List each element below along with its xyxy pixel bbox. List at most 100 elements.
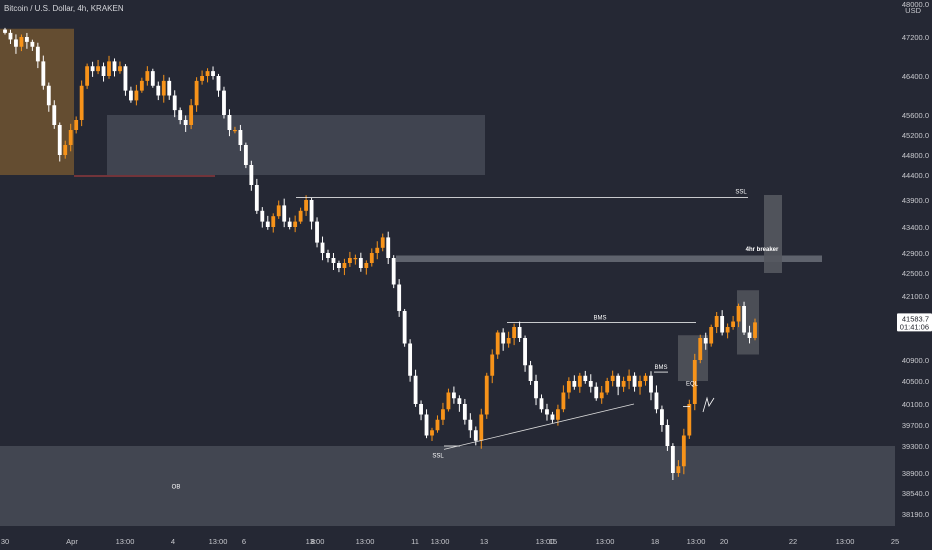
candle-body: [52, 105, 57, 125]
candle-body: [468, 419, 473, 431]
candle-body: [380, 237, 385, 248]
candle: [687, 399, 692, 439]
price-tick-label: 45600.0: [902, 111, 929, 120]
candle-body: [156, 85, 161, 96]
last-price-value: 41583.7: [902, 314, 929, 323]
time-tick-label: 13:00: [116, 537, 135, 546]
candle: [287, 217, 292, 230]
candle: [238, 124, 243, 151]
candle-body: [254, 185, 259, 211]
candle: [14, 34, 18, 54]
price-scale-bg[interactable]: [895, 0, 932, 550]
candle-body: [545, 409, 549, 415]
candle: [145, 66, 150, 86]
candle: [243, 142, 248, 169]
candle-body: [243, 145, 248, 165]
candle-body: [681, 435, 686, 467]
candle: [660, 405, 664, 432]
candle: [254, 178, 259, 214]
candle-body: [35, 46, 40, 62]
candle-body: [583, 375, 588, 381]
currency-label: USD: [905, 6, 921, 15]
candle: [161, 74, 166, 103]
candle-body: [337, 263, 341, 268]
candle-body: [725, 327, 730, 333]
candle-body: [649, 375, 653, 393]
candle-body: [556, 409, 560, 420]
price-tick-label: 38540.0: [902, 489, 929, 498]
candle: [107, 55, 111, 79]
candle-body: [473, 430, 478, 441]
time-tick-label: 13:00: [687, 537, 706, 546]
candle-body: [287, 221, 292, 227]
candle-body: [304, 200, 309, 211]
candle: [68, 123, 73, 152]
candle: [424, 409, 429, 439]
candle: [512, 323, 517, 346]
candle-body: [14, 39, 18, 47]
candle: [35, 42, 40, 69]
candle: [517, 321, 522, 342]
candle: [205, 68, 210, 83]
candle: [96, 59, 100, 75]
candle-body: [479, 414, 484, 441]
candle-body: [484, 375, 489, 415]
candle: [703, 332, 708, 350]
time-tick-label: 13:00: [536, 537, 555, 546]
candle-body: [200, 76, 204, 81]
candle-body: [309, 200, 314, 222]
candle: [413, 369, 418, 407]
candle: [528, 360, 533, 385]
candle-body: [413, 375, 418, 404]
candle: [681, 428, 686, 475]
candle: [720, 310, 725, 336]
price-tick-label: 43900.0: [902, 196, 929, 205]
candle-body: [451, 392, 456, 399]
candle-body: [594, 386, 599, 399]
candle: [271, 213, 276, 233]
candle-body: [118, 66, 122, 72]
candle: [342, 258, 347, 276]
candle-body: [490, 354, 495, 376]
candle: [402, 308, 407, 347]
bms-label-2: BMS: [654, 365, 667, 371]
candle-body: [736, 306, 741, 322]
candle-body: [424, 414, 429, 436]
candle: [435, 415, 440, 433]
candle-body: [134, 90, 139, 101]
candle-body: [150, 71, 155, 86]
candle: [468, 413, 473, 438]
candle: [550, 411, 555, 423]
candle-body: [238, 130, 243, 145]
candle: [605, 377, 610, 395]
time-tick-label: 13:00: [596, 537, 615, 546]
candle-body: [74, 120, 79, 130]
candle-body: [632, 375, 637, 387]
time-tick-label: 13:00: [431, 537, 450, 546]
candle-body: [298, 210, 303, 222]
candle: [227, 109, 232, 137]
price-tick-label: 40100.0: [902, 400, 929, 409]
candle: [249, 160, 254, 191]
candle-body: [588, 381, 593, 387]
candle: [714, 312, 719, 334]
candles-layer: [3, 27, 757, 480]
candle: [309, 197, 314, 230]
candle: [233, 126, 237, 134]
candle: [353, 254, 358, 265]
time-tick-label: 22: [789, 537, 797, 546]
candle-body: [753, 322, 757, 338]
candle: [627, 369, 632, 390]
candle: [150, 68, 155, 88]
candle-body: [566, 381, 571, 393]
candle: [172, 90, 177, 118]
candle-body: [161, 80, 166, 96]
candle-body: [46, 85, 51, 106]
time-axis-bg[interactable]: [0, 533, 932, 550]
price-tick-label: 39700.0: [902, 421, 929, 430]
candle-body: [233, 130, 237, 132]
candle: [326, 249, 330, 263]
candle: [736, 303, 741, 328]
candle: [441, 402, 445, 425]
